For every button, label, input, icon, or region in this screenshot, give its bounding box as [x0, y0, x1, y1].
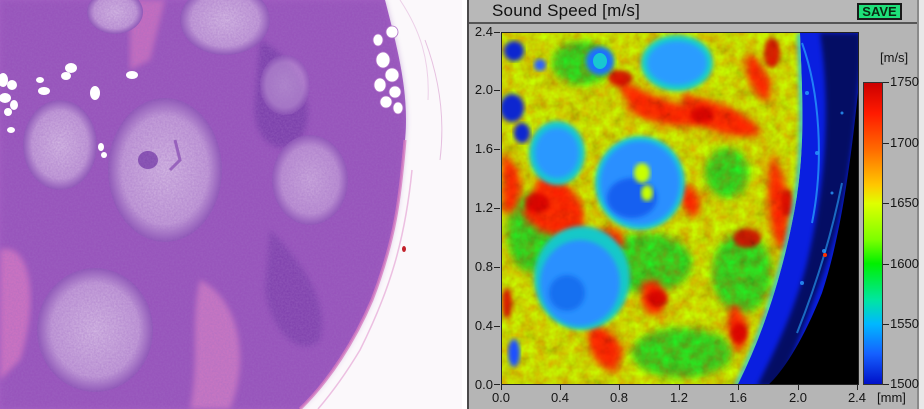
sound-speed-panel: Sound Speed [m/s] SAVE 2.4 2.0 1.6 1.2 0…: [467, 0, 919, 409]
y-tick-mark: [494, 326, 500, 327]
colorbar-tick-mark: [883, 264, 889, 265]
y-tick-mark: [494, 267, 500, 268]
colorbar-tick-label: 1550: [890, 316, 919, 331]
sound-speed-heatmap[interactable]: [501, 32, 859, 385]
x-tick-mark: [619, 385, 620, 390]
y-tick-label: 2.0: [474, 82, 493, 97]
y-tick-label: 0.0: [474, 377, 493, 392]
colorbar-tick-label: 1600: [890, 256, 919, 271]
x-tick-label: 1.6: [728, 390, 748, 405]
x-tick-mark: [560, 385, 561, 390]
histology-illustration: [0, 0, 443, 409]
histology-image: [0, 0, 443, 409]
colorbar-unit: [m/s]: [880, 50, 909, 65]
x-axis-unit: [mm]: [877, 390, 906, 405]
heatmap-image: [502, 33, 858, 384]
save-button[interactable]: SAVE: [857, 3, 902, 20]
y-tick-label: 1.6: [474, 141, 493, 156]
x-tick-mark: [798, 385, 799, 390]
colorbar-tick-mark: [883, 82, 889, 83]
colorbar-tick-mark: [883, 324, 889, 325]
y-tick-label: 2.4: [474, 24, 493, 39]
colorbar-tick-label: 1650: [890, 195, 919, 210]
panel-titlebar: Sound Speed [m/s] SAVE: [469, 0, 917, 24]
y-tick-mark: [494, 149, 500, 150]
colorbar-tick-mark: [883, 203, 889, 204]
x-tick-label: 0.4: [550, 390, 570, 405]
y-tick-label: 1.2: [474, 200, 493, 215]
colorbar-tick-mark: [883, 384, 889, 385]
y-tick-mark: [494, 32, 500, 33]
x-tick-mark: [857, 385, 858, 390]
y-tick-mark: [494, 90, 500, 91]
colorbar-tick-mark: [883, 143, 889, 144]
y-tick-label: 0.8: [474, 259, 493, 274]
colorbar-tick-label: 1500: [890, 376, 919, 391]
colorbar: [863, 82, 883, 385]
y-tick-mark: [494, 384, 500, 385]
x-tick-mark: [679, 385, 680, 390]
x-tick-mark: [738, 385, 739, 390]
x-tick-label: 2.0: [788, 390, 808, 405]
x-tick-label: 1.2: [669, 390, 689, 405]
y-tick-mark: [494, 208, 500, 209]
x-tick-label: 2.4: [847, 390, 867, 405]
panel-title: Sound Speed [m/s]: [492, 1, 640, 20]
x-tick-label: 0.0: [491, 390, 511, 405]
right-margin: [919, 0, 924, 409]
colorbar-tick-label: 1750: [890, 74, 919, 89]
x-tick-mark: [501, 385, 502, 390]
x-tick-label: 0.8: [609, 390, 629, 405]
colorbar-tick-label: 1700: [890, 135, 919, 150]
y-tick-label: 0.4: [474, 318, 493, 333]
